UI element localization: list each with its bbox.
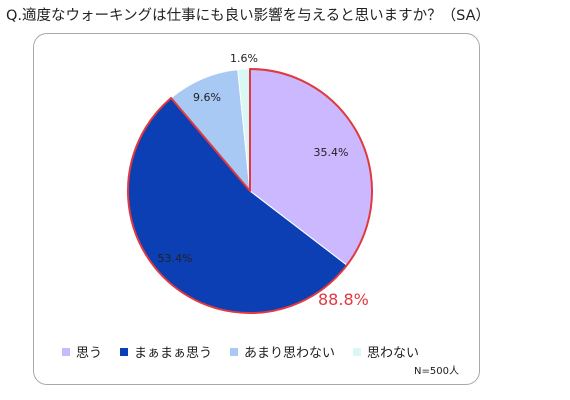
legend-swatch-maamaa-omou [120, 347, 129, 356]
slice-label-omou: 35.4% [314, 146, 349, 159]
legend-item-maamaa-omou: まぁまぁ思う [120, 342, 212, 361]
legend-label-omowanai: 思わない [367, 346, 420, 361]
highlight-outline [127, 68, 373, 314]
legend-label-maamaa-omou: まぁまぁ思う [134, 346, 213, 361]
legend-swatch-omowanai [353, 347, 362, 356]
legend-swatch-omou [62, 347, 70, 356]
legend-item-omou: 思う [62, 342, 102, 361]
chart-legend: 思う まぁまぁ思う あまり思わない 思わない [62, 342, 437, 361]
legend-swatch-amari-omowanai [230, 347, 239, 356]
slice-label-omowanai: 1.6% [230, 52, 258, 65]
slice-label-amari-omowanai: 9.6% [193, 91, 221, 104]
slice-label-maamaa-omou: 53.4% [158, 252, 193, 265]
sample-size-note: N=500人 [414, 366, 459, 377]
highlight-total-label: 88.8% [318, 290, 369, 309]
legend-label-amari-omowanai: あまり思わない [244, 346, 336, 361]
question-title: Q.適度なウォーキングは仕事にも良い影響を与えると思いますか？（SA） [6, 8, 491, 24]
legend-item-amari-omowanai: あまり思わない [230, 342, 335, 361]
legend-label-omou: 思う [76, 346, 103, 361]
legend-item-omowanai: 思わない [353, 342, 419, 361]
